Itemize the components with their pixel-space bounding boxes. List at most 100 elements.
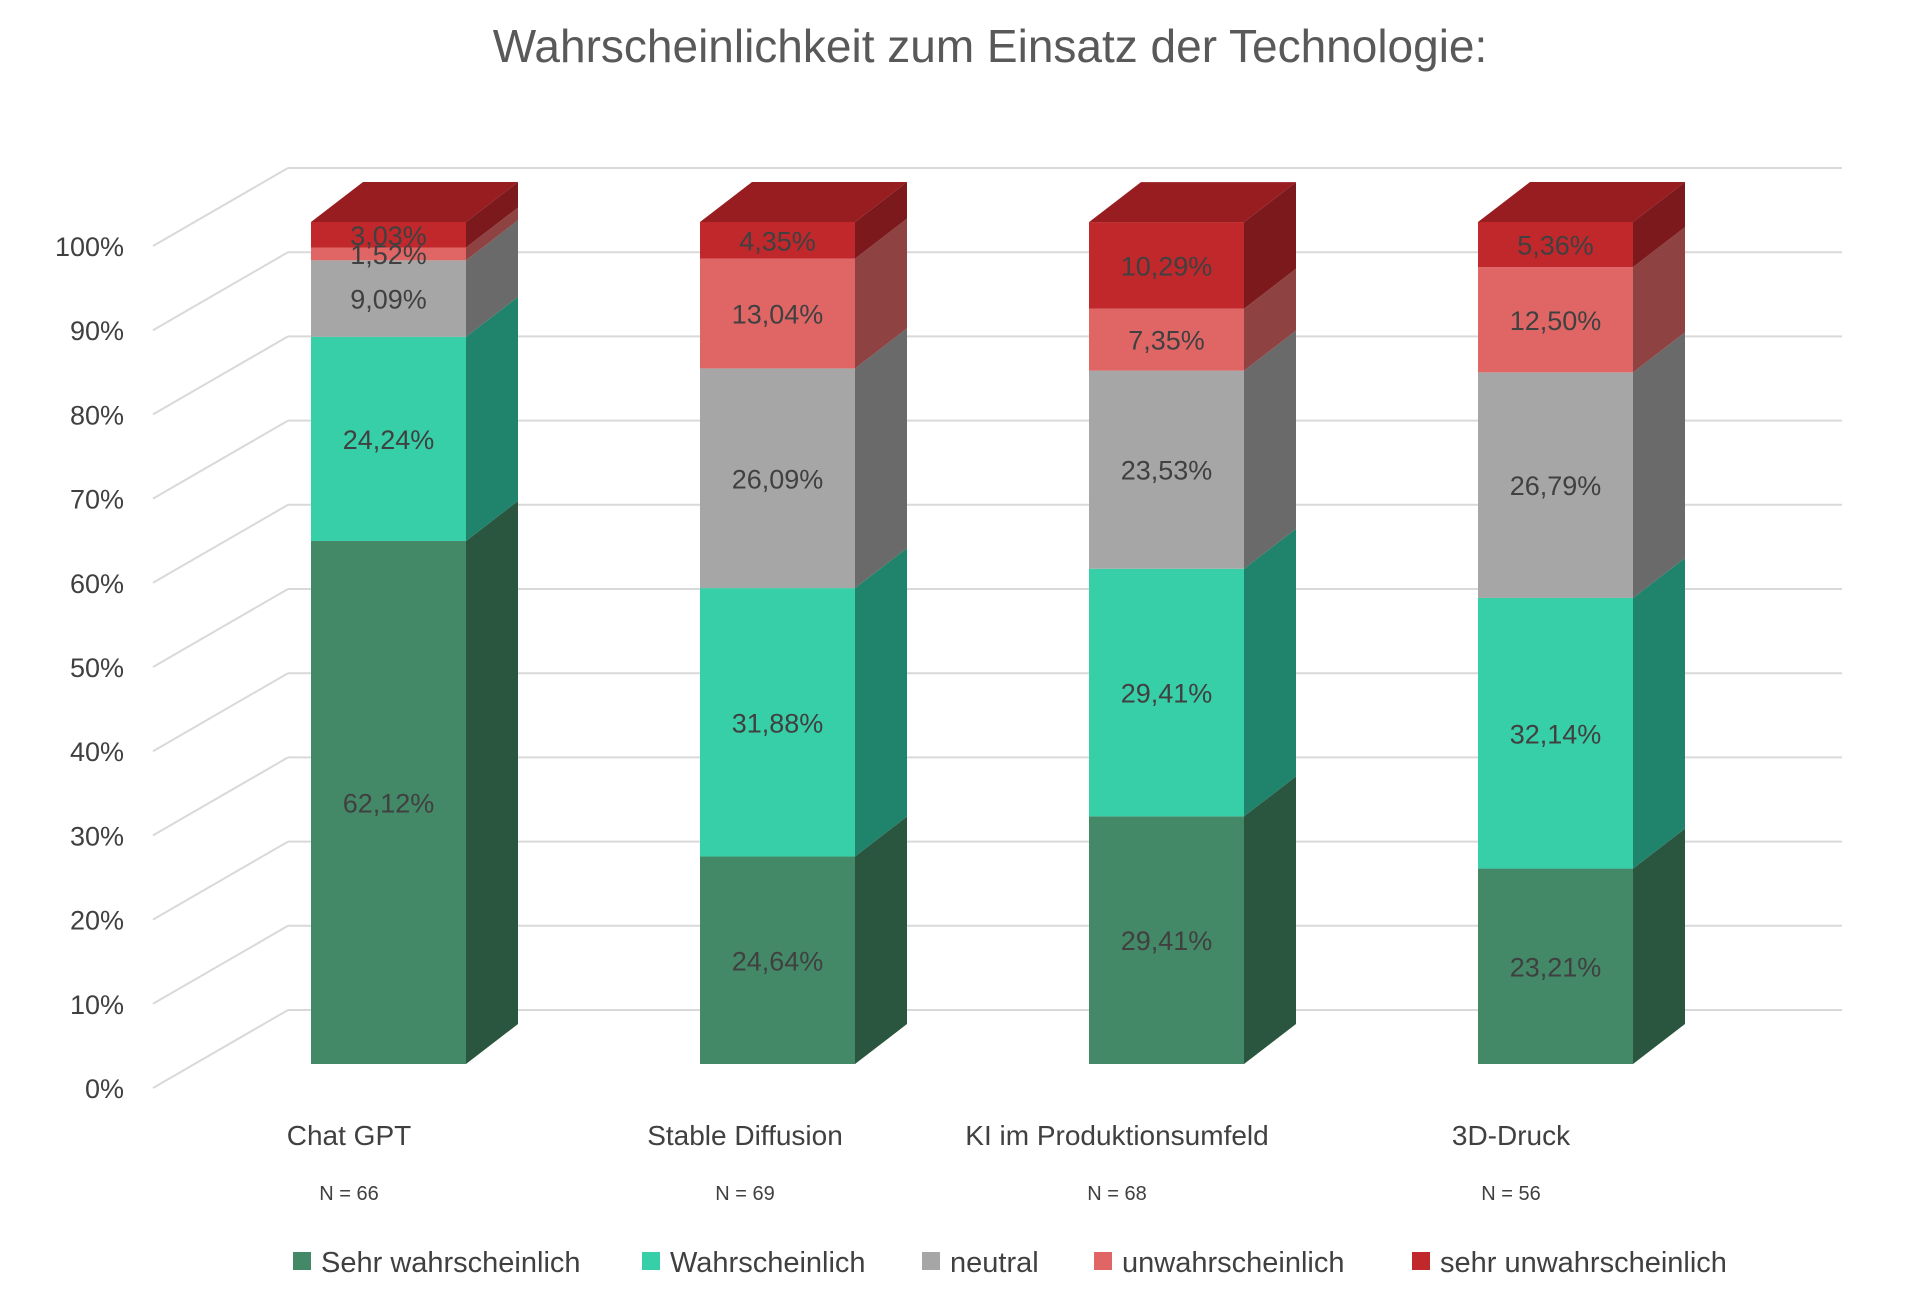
gridline-diagonal xyxy=(152,672,289,753)
sample-size-label: N = 66 xyxy=(319,1183,378,1205)
data-label: 62,12% xyxy=(343,788,435,818)
data-label: 23,21% xyxy=(1510,952,1602,982)
gridline-diagonal xyxy=(152,588,289,668)
bar-segment-side xyxy=(466,296,518,541)
data-label: 32,14% xyxy=(1510,719,1602,749)
data-label: 5,36% xyxy=(1517,231,1594,261)
legend-label: unwahrscheinlich xyxy=(1122,1247,1344,1279)
x-category-label: KI im Produktionsumfeld xyxy=(965,1120,1268,1151)
data-label: 7,35% xyxy=(1128,326,1205,356)
gridline-diagonal xyxy=(152,167,289,247)
data-label: 29,41% xyxy=(1121,926,1213,956)
bar-segment-front xyxy=(1089,370,1244,569)
data-label: 29,41% xyxy=(1121,679,1213,709)
data-label: 12,50% xyxy=(1510,306,1602,336)
gridline-diagonal xyxy=(152,335,289,416)
bar-segment-side xyxy=(1633,182,1685,268)
sample-size-label: N = 68 xyxy=(1087,1183,1146,1205)
bar-segment-front xyxy=(1478,372,1633,598)
bar-segment-front xyxy=(700,368,855,589)
bar-segment-front xyxy=(311,260,466,337)
gridline-diagonal xyxy=(152,251,289,332)
y-axis-ticks: 0% 10% 20% 30% 40% 50% 60% 70% 80% 90% 100% xyxy=(55,232,124,1104)
bar-segment-front xyxy=(311,247,466,261)
y-tick-label: 70% xyxy=(70,485,124,515)
bar-segment-side xyxy=(466,182,518,248)
legend-swatch xyxy=(1094,1252,1112,1270)
legend-label: sehr unwahrscheinlich xyxy=(1440,1247,1727,1279)
y-tick-label: 10% xyxy=(70,990,124,1020)
bar-segment-side xyxy=(1633,828,1685,1064)
legend-swatch xyxy=(642,1252,660,1270)
bar-segment-front xyxy=(1478,597,1633,869)
bar-segment-front xyxy=(1089,308,1244,371)
data-label: 1,52% xyxy=(350,240,427,270)
data-label: 26,09% xyxy=(732,464,824,494)
bar-segment-front xyxy=(700,856,855,1064)
gridline-diagonal xyxy=(152,924,289,1005)
data-label: 3,03% xyxy=(350,221,427,251)
y-tick-label: 80% xyxy=(70,400,124,430)
bar-segment-side xyxy=(855,328,907,589)
bars xyxy=(311,182,1685,1064)
y-tick-label: 40% xyxy=(70,737,124,767)
y-tick-label: 20% xyxy=(70,906,124,936)
legend-swatch xyxy=(1412,1252,1430,1270)
bar-segment-side xyxy=(1244,528,1296,817)
bar-segment-front xyxy=(1089,222,1244,309)
sample-size-label: N = 56 xyxy=(1481,1183,1540,1205)
x-axis-categories: Chat GPT N = 66 Stable Diffusion N = 69 KI i… xyxy=(287,1120,1571,1205)
bar-segment-side xyxy=(1633,332,1685,598)
bar-segment-front xyxy=(1089,568,1244,817)
legend-label: Wahrscheinlich xyxy=(670,1247,866,1279)
bar-segment-side xyxy=(1244,776,1296,1064)
y-tick-label: 30% xyxy=(70,821,124,851)
bar-segment-side xyxy=(855,816,907,1064)
legend-swatch xyxy=(293,1252,311,1270)
legend-label: neutral xyxy=(950,1247,1039,1279)
sample-size-label: N = 69 xyxy=(715,1183,774,1205)
legend-label: Sehr wahrscheinlich xyxy=(321,1247,581,1279)
data-label: 10,29% xyxy=(1121,251,1213,281)
data-label: 9,09% xyxy=(350,285,427,315)
bar-top-face xyxy=(1478,182,1685,222)
data-label: 26,79% xyxy=(1510,471,1602,501)
bar-segment-side xyxy=(1244,182,1296,309)
bar-segment-front xyxy=(1478,868,1633,1064)
data-label: 13,04% xyxy=(732,300,824,330)
data-label: 31,88% xyxy=(732,708,824,738)
y-tick-label: 60% xyxy=(70,569,124,599)
gridline-diagonal xyxy=(152,1009,289,1089)
data-label: 23,53% xyxy=(1121,456,1213,486)
data-labels: 62,12% 24,24% 9,09% 1,52%3,03% 24,64% 31,88% 2… xyxy=(343,221,1602,983)
bar-segment-front xyxy=(700,588,855,857)
bar-segment-side xyxy=(855,548,907,857)
y-tick-label: 50% xyxy=(70,653,124,683)
bar-segment-side xyxy=(855,182,907,259)
bar-segment-side xyxy=(466,500,518,1064)
y-tick-label: 90% xyxy=(70,316,124,346)
legend: Sehr wahrscheinlich Wahrscheinlich neutral… xyxy=(293,1247,1727,1279)
data-label: 4,35% xyxy=(739,226,816,256)
bar-segment-front xyxy=(1478,222,1633,268)
bar-segment-front xyxy=(311,540,466,1064)
x-category-label: Chat GPT xyxy=(287,1120,411,1151)
gridline-diagonal xyxy=(152,503,289,584)
bar-top-face xyxy=(311,182,518,222)
bar-segment-front xyxy=(700,222,855,259)
bar-top-face xyxy=(1089,182,1296,223)
bar-segment-front xyxy=(700,258,855,369)
bar-segment-side xyxy=(466,207,518,261)
bar-segment-front xyxy=(311,336,466,541)
legend-swatch xyxy=(922,1252,940,1270)
chart-title: Wahrscheinlichkeit zum Einsatz der Techn… xyxy=(493,20,1488,72)
bar-segment-side xyxy=(855,218,907,369)
bar-segment-side xyxy=(466,220,518,337)
bar-segment-front xyxy=(1478,267,1633,373)
bar-segment-side xyxy=(1633,557,1685,869)
y-tick-label: 0% xyxy=(85,1074,124,1104)
data-label: 24,24% xyxy=(343,425,435,455)
gridline-diagonal xyxy=(152,419,289,500)
